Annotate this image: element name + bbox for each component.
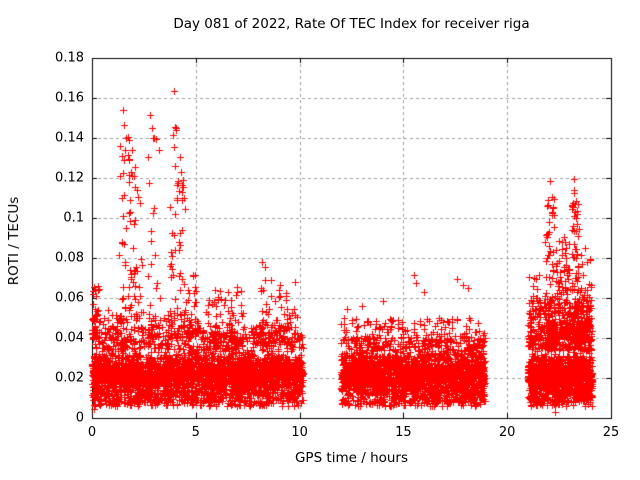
y-tick-label: 0.16 <box>55 90 84 106</box>
y-tick-label: 0.12 <box>55 170 84 186</box>
chart-title: Day 081 of 2022, Rate Of TEC Index for r… <box>173 16 530 32</box>
y-axis-label-text: ROTI / TECUs <box>6 196 22 286</box>
x-tick-label: 10 <box>291 425 308 440</box>
y-tick-label: 0 <box>75 410 84 426</box>
y-tick-label: 0.02 <box>55 370 84 386</box>
x-tick-label: 15 <box>395 425 412 440</box>
y-tick-label: 0.18 <box>55 50 84 66</box>
y-tick-label: 0.14 <box>55 130 84 146</box>
y-tick-label: 0.1 <box>63 210 84 226</box>
x-axis-label: GPS time / hours <box>294 450 409 466</box>
y-tick-label: 0.06 <box>55 290 84 306</box>
x-tick-label: 25 <box>602 425 620 440</box>
x-tick-label: 0 <box>87 425 97 440</box>
y-tick-label: 0.08 <box>55 250 84 266</box>
x-tick-label: 5 <box>191 425 200 440</box>
x-tick-label: 20 <box>498 425 516 440</box>
y-tick-label: 0.04 <box>55 330 84 346</box>
